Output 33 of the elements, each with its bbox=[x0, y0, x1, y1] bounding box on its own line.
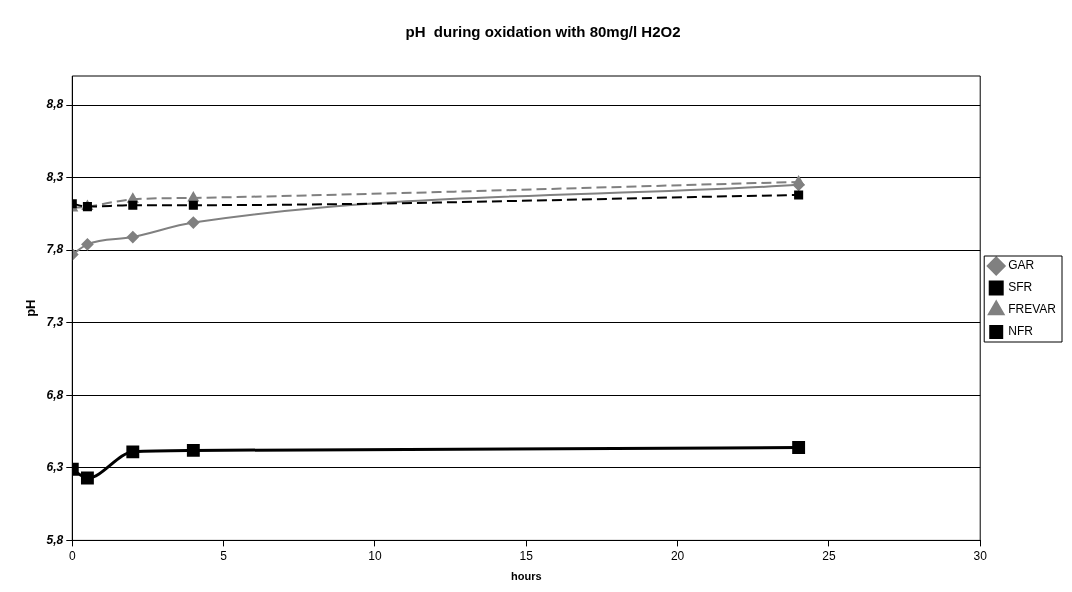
legend-label: SFR bbox=[1008, 280, 1033, 295]
point bbox=[188, 191, 199, 202]
chart-title: pH during oxidation with 80mg/l H2O2 bbox=[405, 23, 681, 41]
x-tick-label: 0 bbox=[68, 548, 76, 563]
point bbox=[792, 441, 806, 454]
point bbox=[188, 200, 198, 210]
x-tick-label: 5 bbox=[220, 548, 228, 563]
y-tick-label: 6,3 bbox=[46, 460, 64, 475]
point bbox=[81, 238, 94, 251]
y-tick-label: 5,8 bbox=[46, 532, 64, 547]
y-tick-label: 7,8 bbox=[46, 242, 64, 257]
y-tick-label: 8,8 bbox=[46, 97, 64, 112]
x-tick-label: 30 bbox=[973, 548, 988, 563]
point bbox=[793, 175, 804, 186]
point bbox=[128, 200, 138, 210]
point bbox=[187, 216, 200, 229]
x-tick-label: 10 bbox=[368, 548, 382, 563]
x-tick-label: 20 bbox=[670, 548, 685, 563]
legend-label: FREVAR bbox=[1008, 302, 1057, 317]
point bbox=[126, 231, 139, 244]
y-tick-label: 8,3 bbox=[46, 169, 64, 184]
y-tick-label: 7,3 bbox=[46, 315, 64, 330]
point bbox=[126, 445, 140, 459]
point bbox=[80, 471, 94, 485]
legend-label: GAR bbox=[1008, 258, 1035, 273]
x-tick-label: 15 bbox=[519, 548, 534, 563]
y-axis-title: pH bbox=[23, 299, 39, 317]
x-axis-title: hours bbox=[510, 570, 542, 583]
point bbox=[186, 443, 200, 457]
y-tick-label: 6,8 bbox=[46, 387, 64, 402]
x-tick-label: 25 bbox=[822, 548, 836, 563]
legend-label: NFR bbox=[1008, 324, 1034, 339]
point bbox=[794, 190, 804, 200]
